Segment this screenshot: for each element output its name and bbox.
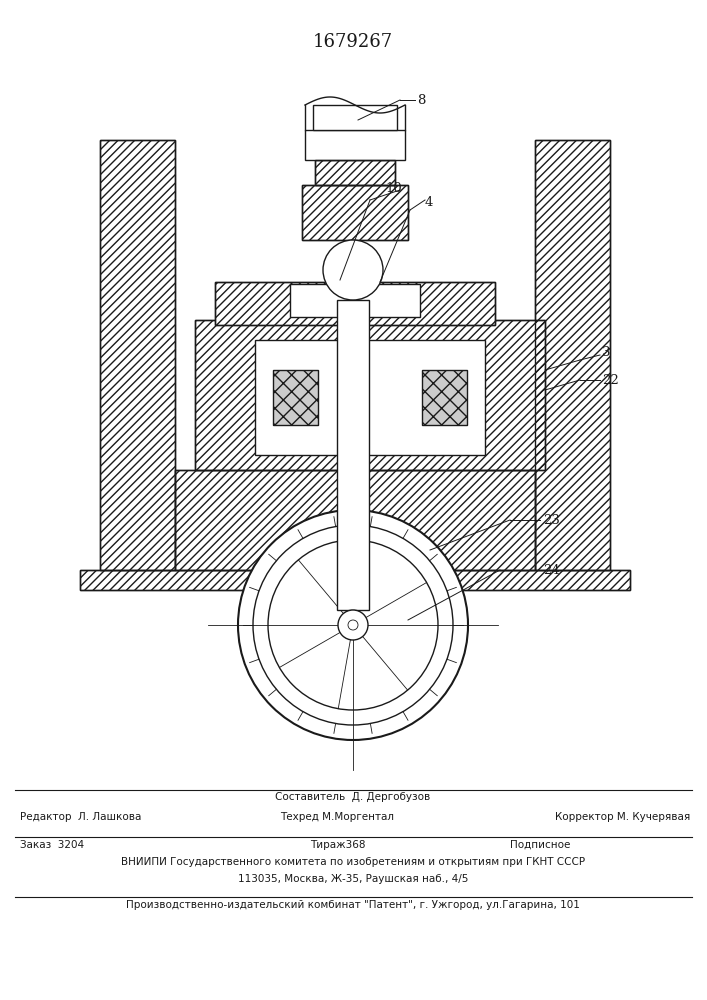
Text: Составитель  Д. Дергобузов: Составитель Д. Дергобузов (275, 792, 431, 802)
Text: Тираж368: Тираж368 (310, 840, 366, 850)
Text: 22: 22 (602, 373, 619, 386)
Circle shape (348, 620, 358, 630)
Text: 3: 3 (602, 346, 611, 359)
Text: Заказ  3204: Заказ 3204 (20, 840, 84, 850)
Text: Подписное: Подписное (510, 840, 571, 850)
Bar (100, 140, 175, 570)
Text: Корректор М. Кучерявая: Корректор М. Кучерявая (555, 812, 690, 822)
Bar (535, 140, 610, 570)
Bar (80, 570, 630, 590)
Bar (215, 282, 495, 325)
Text: Редактор  Л. Лашкова: Редактор Л. Лашкова (20, 812, 141, 822)
Bar (273, 370, 318, 425)
Text: 23: 23 (543, 514, 560, 526)
Text: 4: 4 (425, 196, 433, 209)
Bar (290, 284, 420, 317)
Bar (305, 130, 405, 160)
Bar (100, 140, 175, 570)
Bar (80, 570, 630, 590)
Bar (535, 140, 610, 570)
Text: Фиг. 2: Фиг. 2 (328, 658, 378, 672)
Bar (302, 185, 408, 240)
Bar (315, 160, 395, 185)
Bar (422, 370, 467, 425)
Bar (337, 610, 369, 625)
Bar (422, 370, 467, 425)
Circle shape (323, 240, 383, 300)
Text: 1679267: 1679267 (313, 33, 393, 51)
Bar (255, 340, 485, 455)
Text: 10: 10 (385, 182, 402, 194)
Bar (337, 300, 369, 610)
Bar (175, 470, 535, 570)
Circle shape (238, 510, 468, 740)
Text: Техред М.Моргентал: Техред М.Моргентал (280, 812, 394, 822)
Text: Производственно-издательский комбинат "Патент", г. Ужгород, ул.Гагарина, 101: Производственно-издательский комбинат "П… (126, 900, 580, 910)
Bar (175, 470, 535, 570)
Circle shape (253, 525, 453, 725)
Bar (302, 185, 408, 240)
Bar (313, 105, 397, 130)
Text: 8: 8 (417, 94, 426, 106)
Text: 113035, Москва, Ж-35, Раушская наб., 4/5: 113035, Москва, Ж-35, Раушская наб., 4/5 (238, 874, 468, 884)
Text: 24: 24 (543, 564, 560, 576)
Circle shape (338, 610, 368, 640)
Bar (195, 320, 545, 470)
Bar (315, 160, 395, 185)
Bar (273, 370, 318, 425)
Bar (195, 320, 545, 470)
Text: ВНИИПИ Государственного комитета по изобретениям и открытиям при ГКНТ СССР: ВНИИПИ Государственного комитета по изоб… (121, 857, 585, 867)
Bar (215, 282, 495, 325)
Circle shape (268, 540, 438, 710)
